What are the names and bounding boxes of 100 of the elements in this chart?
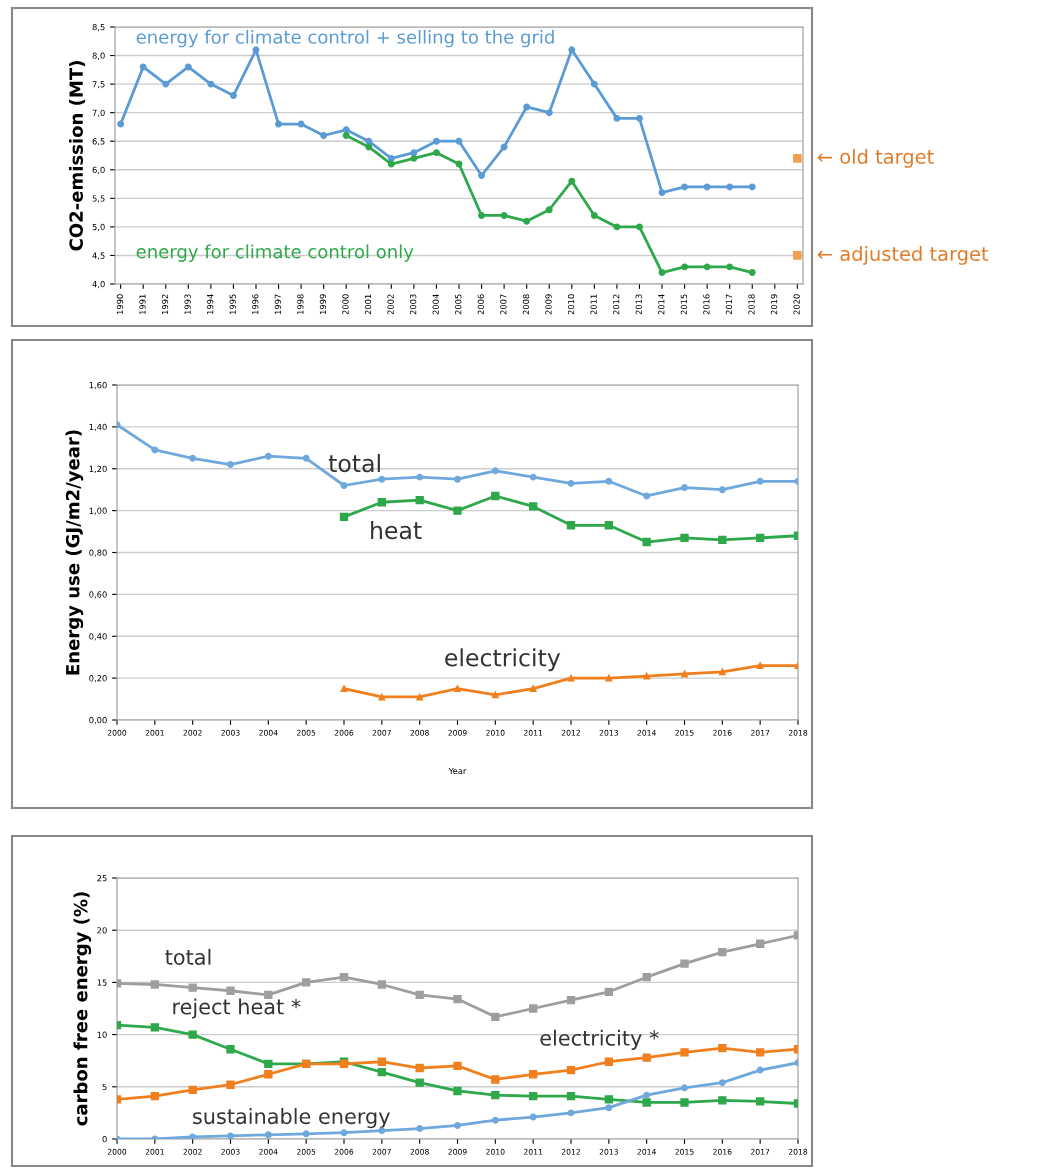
point (415, 1078, 424, 1087)
point (718, 668, 726, 676)
y-tick-label: 1,20 (89, 465, 107, 473)
point (378, 693, 386, 701)
annotation: ← adjusted target (817, 246, 989, 265)
point (340, 1129, 348, 1137)
annotation: ← old target (817, 148, 934, 168)
point (604, 987, 614, 996)
point (642, 537, 651, 547)
y-tick-label: 0,40 (89, 633, 107, 641)
point (189, 454, 197, 462)
x-tick-label: 2002 (387, 294, 394, 315)
point (478, 211, 486, 219)
point (491, 467, 499, 475)
x-tick-label: 2005 (455, 294, 462, 315)
point (642, 1098, 651, 1107)
x-tick-label: 1992 (161, 294, 169, 315)
point (703, 183, 711, 191)
point (756, 662, 764, 670)
point (297, 120, 305, 128)
point (643, 672, 651, 680)
point (184, 63, 192, 71)
point (432, 137, 440, 145)
point (377, 498, 387, 507)
point (568, 177, 576, 185)
y-axis-title: carbon free energy (%) (73, 892, 92, 1126)
x-tick-label: 2001 (364, 294, 372, 315)
point (529, 473, 537, 481)
point (658, 189, 666, 197)
point (642, 973, 651, 982)
point (387, 160, 395, 168)
point (718, 1044, 727, 1053)
point (528, 1004, 538, 1013)
point (748, 183, 756, 191)
series-label: sustainable energy (193, 1108, 390, 1129)
point (453, 506, 462, 515)
y-tick-label: 4,5 (92, 252, 105, 260)
point (566, 1092, 576, 1101)
y-tick-label: 6,0 (92, 166, 105, 174)
point (545, 206, 553, 214)
point (227, 1132, 234, 1139)
y-tick-label: 1,00 (89, 507, 107, 515)
point (718, 947, 727, 957)
y-tick-label: 8,0 (92, 52, 105, 60)
point (453, 1061, 462, 1071)
point (500, 211, 508, 219)
point (264, 1059, 273, 1068)
point (658, 269, 666, 277)
point (416, 693, 424, 701)
point (756, 1066, 764, 1074)
point (680, 1048, 689, 1057)
text: energy for climate control only (136, 244, 414, 262)
x-tick-label: 2011 (590, 294, 597, 315)
point (377, 1057, 387, 1066)
x-tick-label: 2013 (635, 294, 642, 315)
point (226, 1045, 235, 1054)
point (643, 1091, 651, 1099)
point (342, 132, 350, 139)
point (491, 691, 499, 699)
point (792, 251, 802, 260)
point (151, 446, 159, 454)
x-tick-label: 1995 (229, 294, 236, 315)
point (681, 484, 688, 492)
y-tick-label: 0,20 (89, 675, 107, 683)
point (604, 521, 614, 530)
point (378, 475, 386, 483)
x-tick-label: 2019 (770, 294, 778, 315)
point (365, 143, 373, 151)
point (726, 183, 734, 191)
x-tick-label: 2015 (680, 294, 687, 315)
series-label: electricity * (540, 1029, 659, 1050)
point (566, 995, 576, 1005)
y-tick-label: 0,60 (89, 591, 107, 599)
point (139, 63, 147, 71)
point (491, 1090, 500, 1100)
point (523, 103, 531, 111)
point (188, 1085, 197, 1095)
point (454, 685, 461, 693)
point (792, 153, 802, 163)
point (756, 477, 764, 485)
point (718, 486, 726, 494)
point (566, 1065, 576, 1075)
point (264, 1070, 273, 1079)
point (150, 1023, 160, 1032)
y-tick-label: 5,5 (92, 195, 105, 203)
point (454, 1121, 461, 1129)
x-tick-label: 1994 (206, 294, 214, 315)
x-tick-label: 1996 (252, 294, 259, 315)
point (189, 1133, 197, 1139)
point (567, 1109, 575, 1117)
y-tick-label: 4,0 (92, 280, 105, 289)
point (454, 475, 461, 483)
x-tick-label: 2014 (658, 294, 665, 315)
point (635, 223, 643, 231)
series-label: heat (371, 520, 422, 540)
point (605, 674, 613, 682)
point (718, 535, 727, 545)
point (755, 1097, 765, 1106)
point (529, 1113, 537, 1121)
point (681, 183, 689, 191)
